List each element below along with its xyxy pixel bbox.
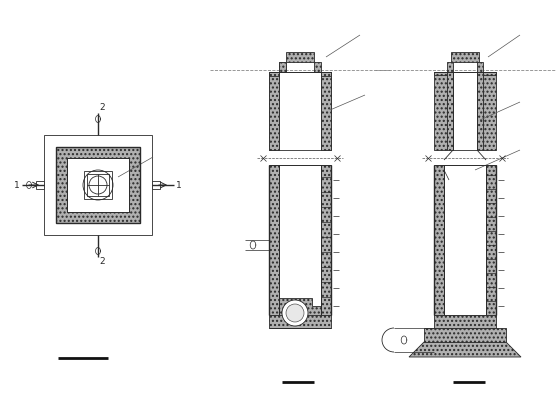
Bar	[286, 52, 314, 62]
Polygon shape	[278, 298, 321, 328]
Bar	[279, 62, 286, 72]
Polygon shape	[409, 342, 521, 357]
Bar	[434, 165, 444, 315]
Bar	[279, 165, 321, 315]
Circle shape	[282, 300, 308, 326]
Bar	[477, 72, 483, 150]
Bar	[67, 158, 129, 212]
Bar	[321, 165, 331, 315]
Bar	[447, 72, 453, 150]
Bar	[269, 315, 331, 328]
Polygon shape	[279, 62, 286, 72]
Bar	[269, 72, 279, 150]
Bar	[87, 174, 109, 196]
Bar	[477, 62, 483, 72]
Polygon shape	[321, 72, 331, 76]
Bar	[84, 171, 112, 199]
Bar	[314, 62, 321, 72]
Bar	[453, 72, 477, 150]
Bar	[67, 158, 129, 212]
Bar	[152, 181, 160, 189]
Polygon shape	[434, 72, 447, 75]
Text: 2: 2	[99, 257, 105, 267]
Bar	[321, 72, 331, 150]
Bar	[56, 147, 140, 223]
Bar	[269, 165, 279, 315]
Bar	[56, 147, 140, 223]
Bar	[444, 165, 486, 315]
Text: 2: 2	[99, 103, 105, 113]
Bar	[36, 181, 44, 189]
Bar	[44, 135, 152, 235]
Bar	[451, 52, 479, 62]
Bar	[486, 165, 496, 315]
Bar	[279, 72, 321, 150]
Text: 1: 1	[176, 181, 182, 189]
Bar	[434, 315, 496, 328]
Circle shape	[286, 304, 304, 322]
Polygon shape	[483, 72, 496, 75]
Polygon shape	[269, 72, 279, 76]
Text: 1: 1	[14, 181, 20, 189]
Bar	[483, 72, 496, 150]
Bar	[434, 72, 447, 150]
Bar	[447, 62, 453, 72]
Bar	[424, 328, 506, 342]
Bar	[321, 72, 331, 150]
Bar	[269, 72, 279, 150]
